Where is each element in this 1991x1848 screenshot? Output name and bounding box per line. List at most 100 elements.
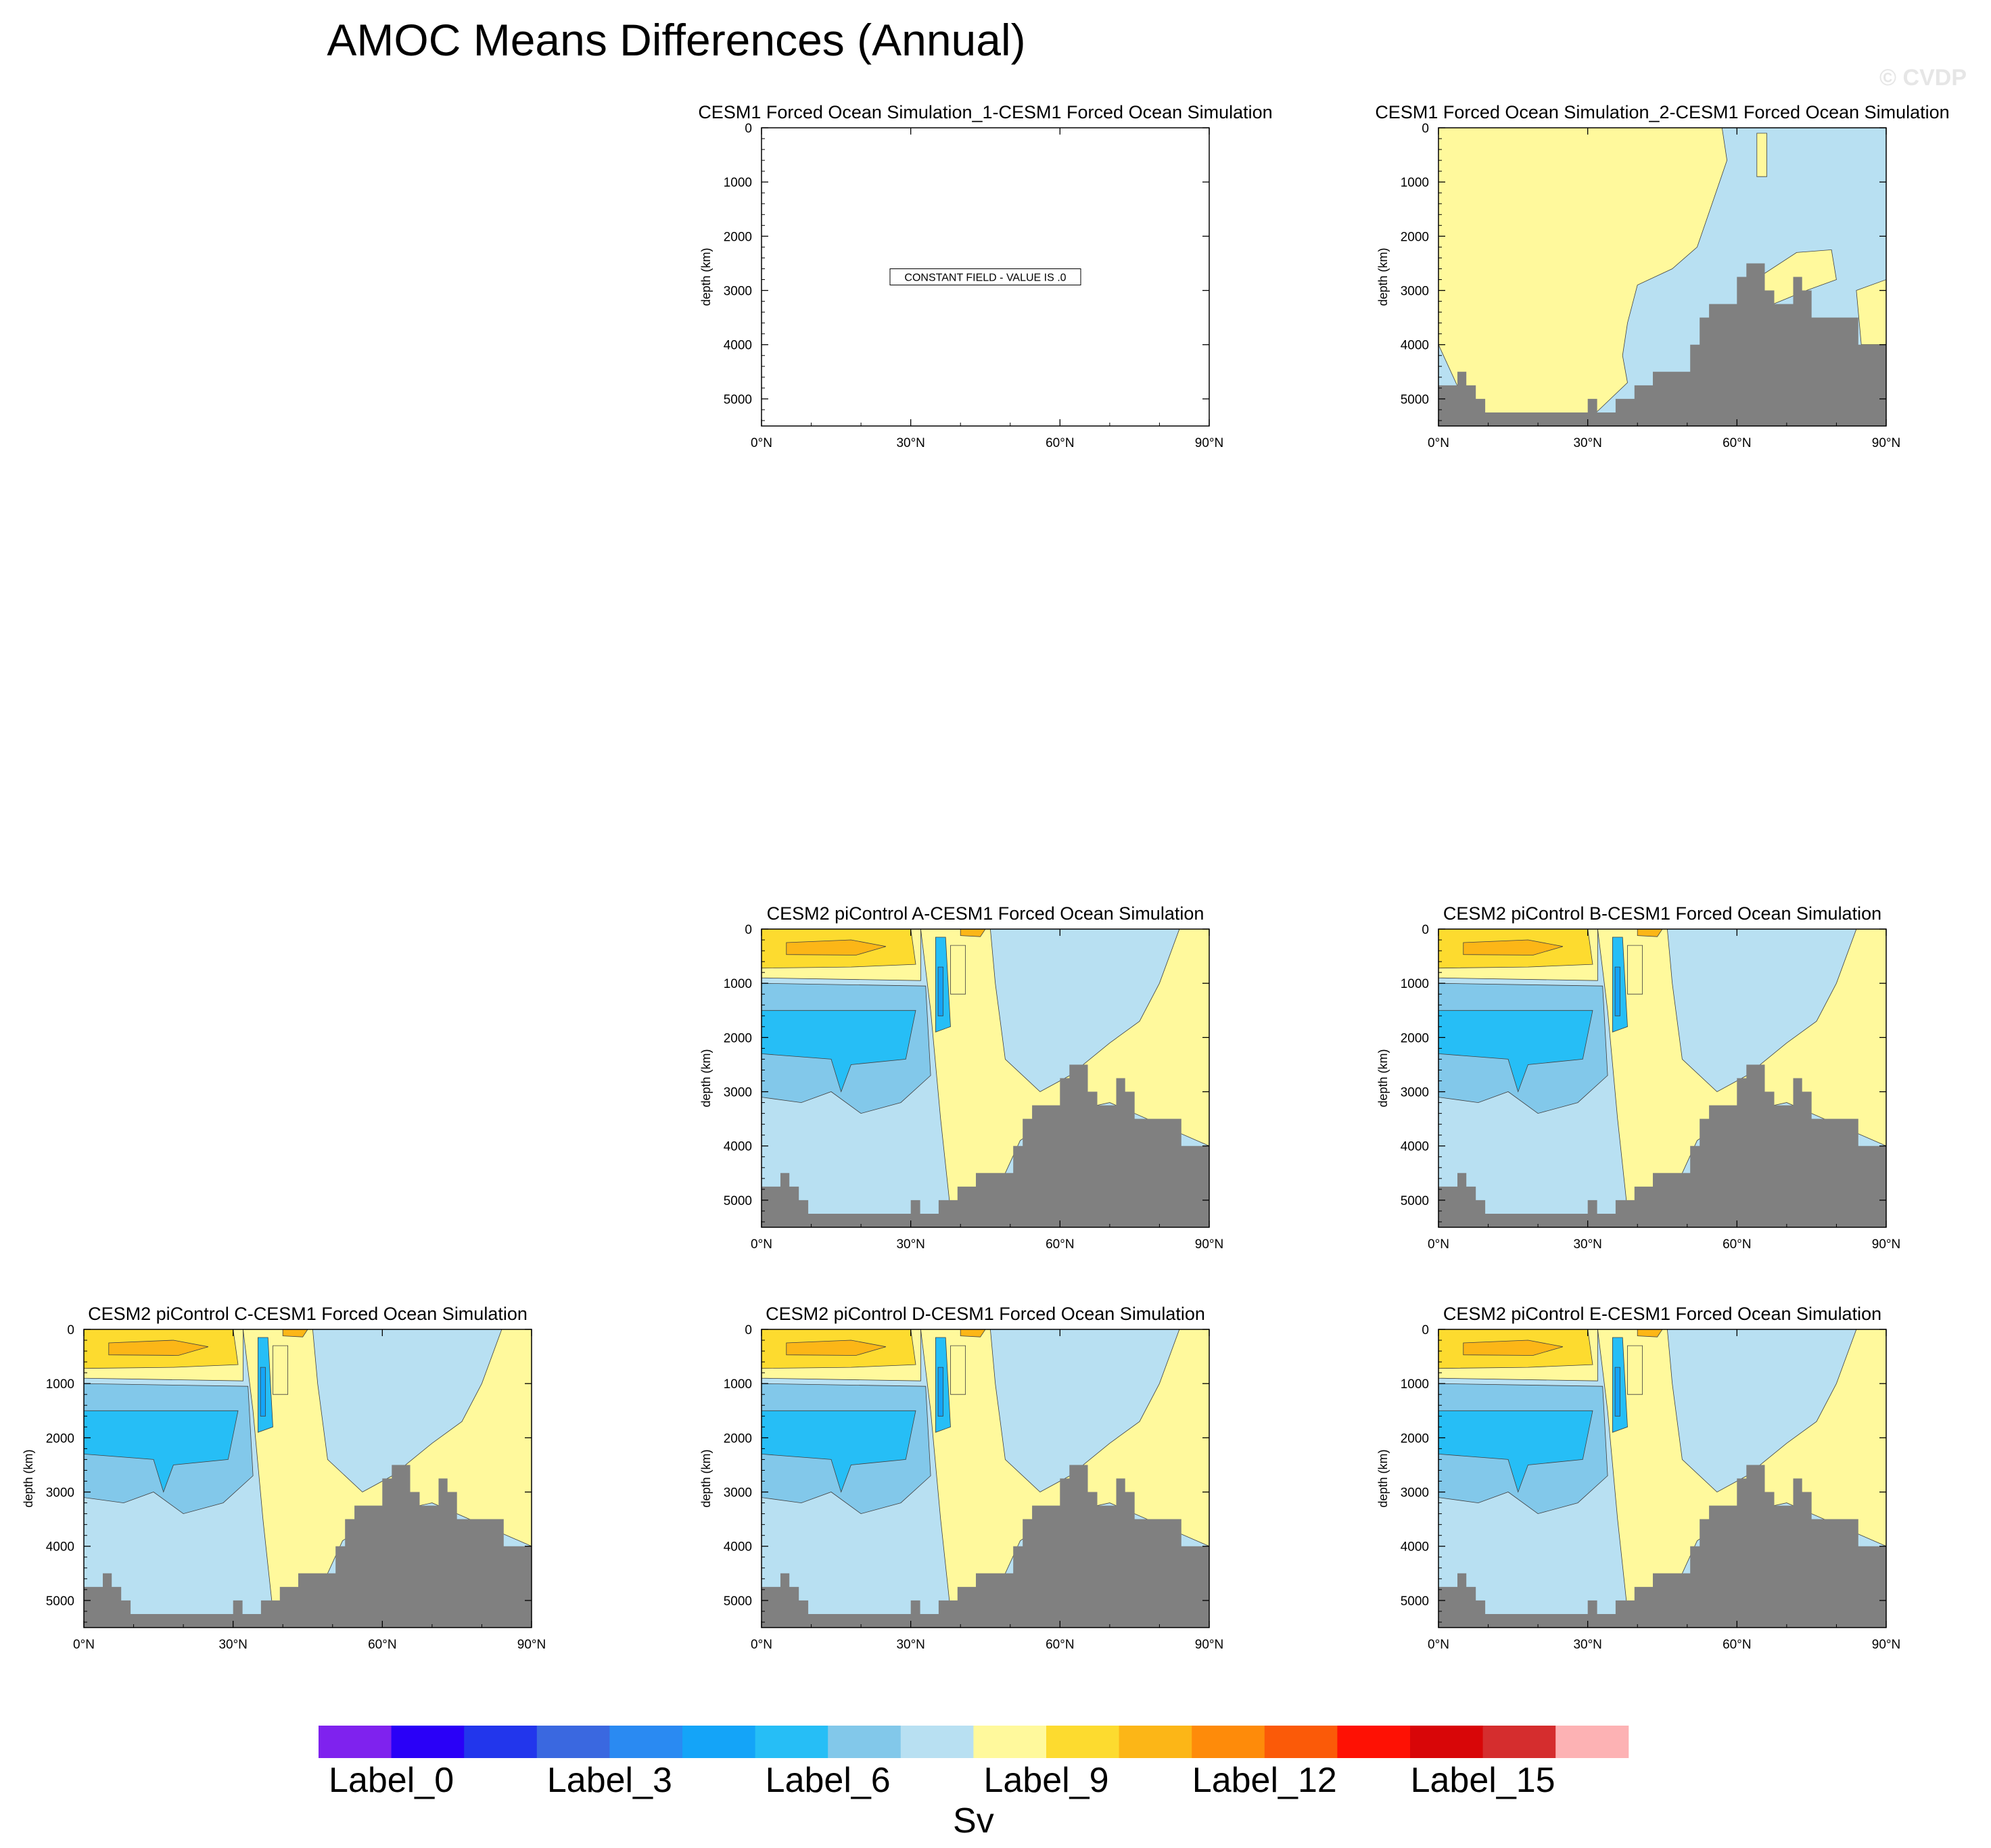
x-tick-label: 30°N [1573,1237,1601,1252]
y-tick-label: 2000 [1401,1031,1429,1045]
x-tick-label: 60°N [1046,1638,1074,1652]
x-tick-label: 90°N [1195,436,1223,450]
y-axis-label: depth (km) [699,1049,713,1107]
panel-3: 0°N 30°N 60°N 90°N 0 1000 2000 3000 4000 5000 dept… [699,903,1223,1252]
x-tick-label: 30°N [896,1638,924,1652]
colorbar-swatch [828,1726,901,1758]
y-axis-label: depth (km) [699,247,713,306]
contour-region [786,1340,887,1356]
y-tick-label: 1000 [724,977,752,991]
contour-region [1614,966,1620,1016]
colorbar-swatch [1046,1726,1120,1758]
contour-region [260,1367,266,1417]
watermark: © CVDP [1879,65,1967,91]
contour-region [960,1329,986,1337]
colorbar-units: Sv [953,1801,994,1841]
contour-region [1756,133,1767,177]
plot-frame [1438,928,1887,1228]
colorbar-swatch [1192,1726,1265,1758]
panel-title: CESM2 piControl E-CESM1 Forced Ocean Sim… [1443,1304,1881,1324]
contour-region [1637,929,1663,937]
x-tick-label: 90°N [1872,1638,1900,1652]
y-tick-label: 3000 [1401,1486,1429,1500]
y-tick-label: 1000 [1401,176,1429,190]
y-tick-label: 5000 [1401,393,1429,407]
contour-region [273,1345,289,1395]
contour-region [84,1410,239,1493]
plot-frame [1438,127,1887,427]
colorbar-swatch [464,1726,538,1758]
main-title: AMOC Means Differences (Annual) [327,15,1025,65]
y-tick-label: 0 [745,122,752,136]
colorbar-label: Label_6 [766,1761,891,1800]
contour-field [762,929,1209,1227]
plot-frame [761,1329,1210,1628]
colorbar-label: Label_9 [983,1761,1108,1800]
colorbar-swatch [900,1726,974,1758]
bathymetry-land [1438,263,1886,426]
y-tick-label: 0 [1422,122,1429,136]
contour-region [762,1410,916,1493]
y-tick-label: 4000 [724,1540,752,1555]
x-tick-label: 0°N [1428,1237,1449,1252]
contour-region [1463,1340,1564,1356]
contour-region [1438,1010,1593,1093]
y-tick-label: 0 [745,923,752,937]
colorbar-swatch [609,1726,683,1758]
plot-frame [1438,1329,1887,1628]
y-tick-label: 5000 [46,1594,74,1609]
x-tick-label: 0°N [751,1237,772,1252]
contour-region [960,929,986,937]
x-tick-label: 60°N [1723,436,1751,450]
colorbar-swatch [1555,1726,1629,1758]
contour-region [282,1329,308,1337]
y-tick-label: 0 [1422,1323,1429,1337]
y-axis-label: depth (km) [1376,247,1390,306]
bathymetry-land [762,1465,1209,1628]
contour-region [1614,1367,1620,1417]
y-tick-label: 2000 [724,230,752,244]
colorbar-swatch [682,1726,756,1758]
colorbar-swatch [391,1726,465,1758]
y-tick-label: 4000 [46,1540,74,1555]
colorbar-label: Label_0 [329,1761,454,1800]
panel-2: 0°N 30°N 60°N 90°N 0 1000 2000 3000 4000 5000 dept… [1375,102,1949,450]
x-tick-label: 90°N [1195,1237,1223,1252]
x-tick-label: 30°N [1573,436,1601,450]
panel-1: 0°N 30°N 60°N 90°N 0 1000 2000 3000 4000 5000 dept… [698,102,1272,450]
colorbar-swatch [1337,1726,1411,1758]
x-tick-label: 0°N [73,1638,95,1652]
colorbar-swatch [973,1726,1047,1758]
panel-title: CESM2 piControl C-CESM1 Forced Ocean Sim… [88,1304,528,1324]
bathymetry-land [1438,1465,1886,1628]
contour-field [1438,128,1886,426]
y-tick-label: 1000 [724,1377,752,1392]
colorbar-label: Label_12 [1192,1761,1337,1800]
x-tick-label: 60°N [1046,1237,1074,1252]
panel-4: 0°N 30°N 60°N 90°N 0 1000 2000 3000 4000 5000 dept… [1376,903,1900,1252]
x-tick-label: 90°N [1872,1237,1900,1252]
colorbar-swatch [1264,1726,1338,1758]
y-axis-label: depth (km) [1376,1449,1390,1507]
panel-title: CESM2 piControl D-CESM1 Forced Ocean Sim… [766,1304,1205,1324]
y-tick-label: 5000 [1401,1594,1429,1609]
x-tick-label: 0°N [1428,1638,1449,1652]
y-tick-label: 3000 [46,1486,74,1500]
contour-region [786,939,887,955]
contour-field [84,1329,532,1628]
constant-field-label: CONSTANT FIELD - VALUE IS .0 [904,273,1066,284]
x-tick-label: 30°N [1573,1638,1601,1652]
y-tick-label: 2000 [1401,1431,1429,1446]
contour-region [950,1345,966,1395]
colorbar-swatch [319,1726,392,1758]
contour-region [950,945,966,995]
contour-field [1438,1329,1886,1628]
panel-title: CESM1 Forced Ocean Simulation_2-CESM1 Fo… [1375,102,1949,122]
plot-frame [83,1329,532,1628]
colorbar-label: Label_15 [1411,1761,1555,1800]
y-axis-label: depth (km) [1376,1049,1390,1107]
contour-region [1637,1329,1663,1337]
y-tick-label: 5000 [724,393,752,407]
y-tick-label: 2000 [724,1431,752,1446]
